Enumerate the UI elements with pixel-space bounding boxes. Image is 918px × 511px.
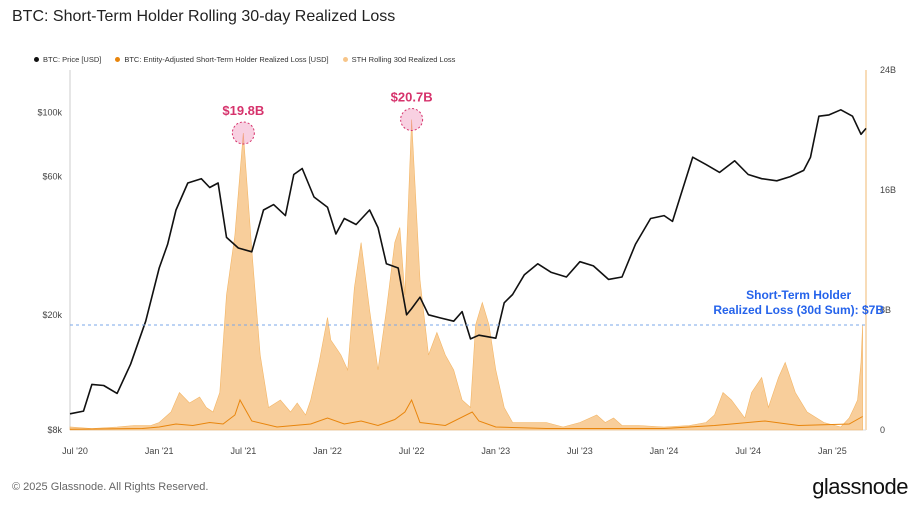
copyright-text: © 2025 Glassnode. All Rights Reserved. [12,481,209,493]
series-line-btc-price [69,109,867,415]
x-tick-label: Jul '23 [567,446,593,456]
x-tick-label: Jul '24 [735,446,761,456]
x-tick-label: Jan '21 [145,446,174,456]
x-tick-label: Jan '24 [650,446,679,456]
y-left-tick-label: $8k [47,425,62,435]
page-title: BTC: Short-Term Holder Rolling 30-day Re… [12,8,396,25]
legend-dot-rolling-loss [342,57,348,62]
series-line-entity-adjusted-loss [69,398,863,430]
legend-label-entity-loss: BTC: Entity-Adjusted Short-Term Holder R… [124,55,329,64]
y-left-tick-label: $100k [37,107,62,117]
x-tick-label: Jan '25 [818,446,847,456]
legend-label-price: BTC: Price [USD] [43,55,102,64]
chart-legend: BTC: Price [USD] BTC: Entity-Adjusted Sh… [34,55,455,64]
annotation-sth-loss-label: Realized Loss (30d Sum): $7B [713,303,884,317]
x-tick-label: Jul '20 [62,446,88,456]
legend-label-rolling-loss: STH Rolling 30d Realized Loss [351,55,456,64]
x-tick-label: Jul '21 [230,446,256,456]
glassnode-logo: glassnode [812,474,908,499]
y-left-tick-label: $60k [42,172,62,182]
y-left-tick-label: $20k [42,310,62,320]
legend-dot-price [34,57,39,62]
x-tick-label: Jul '22 [399,446,425,456]
annotation-peak-label: $20.7B [391,90,433,105]
peak-marker-circle [400,108,424,131]
chart: $8k $20k $60k $100k 0 8B 16B 24B Jul '20 Jan '21 J… [37,65,896,456]
peak-marker-circle [231,121,255,145]
y-right-tick-label: 16B [880,185,896,195]
y-right-tick-label: 8B [880,305,891,315]
y-right-tick-label: 0 [880,425,885,435]
legend-item-rolling-loss[interactable]: STH Rolling 30d Realized Loss [342,55,456,64]
y-right-tick-label: 24B [880,65,896,75]
legend-dot-entity-loss [115,57,121,62]
x-tick-label: Jan '23 [481,446,510,456]
legend-item-price[interactable]: BTC: Price [USD] [34,55,101,64]
x-tick-label: Jan '22 [313,446,342,456]
series-area-sth-rolling-30d-loss [69,119,863,431]
legend-item-entity-loss[interactable]: BTC: Entity-Adjusted Short-Term Holder R… [115,55,329,64]
annotation-sth-loss-label: Short-Term Holder [746,288,851,302]
annotation-peak-label: $19.8B [222,103,264,118]
